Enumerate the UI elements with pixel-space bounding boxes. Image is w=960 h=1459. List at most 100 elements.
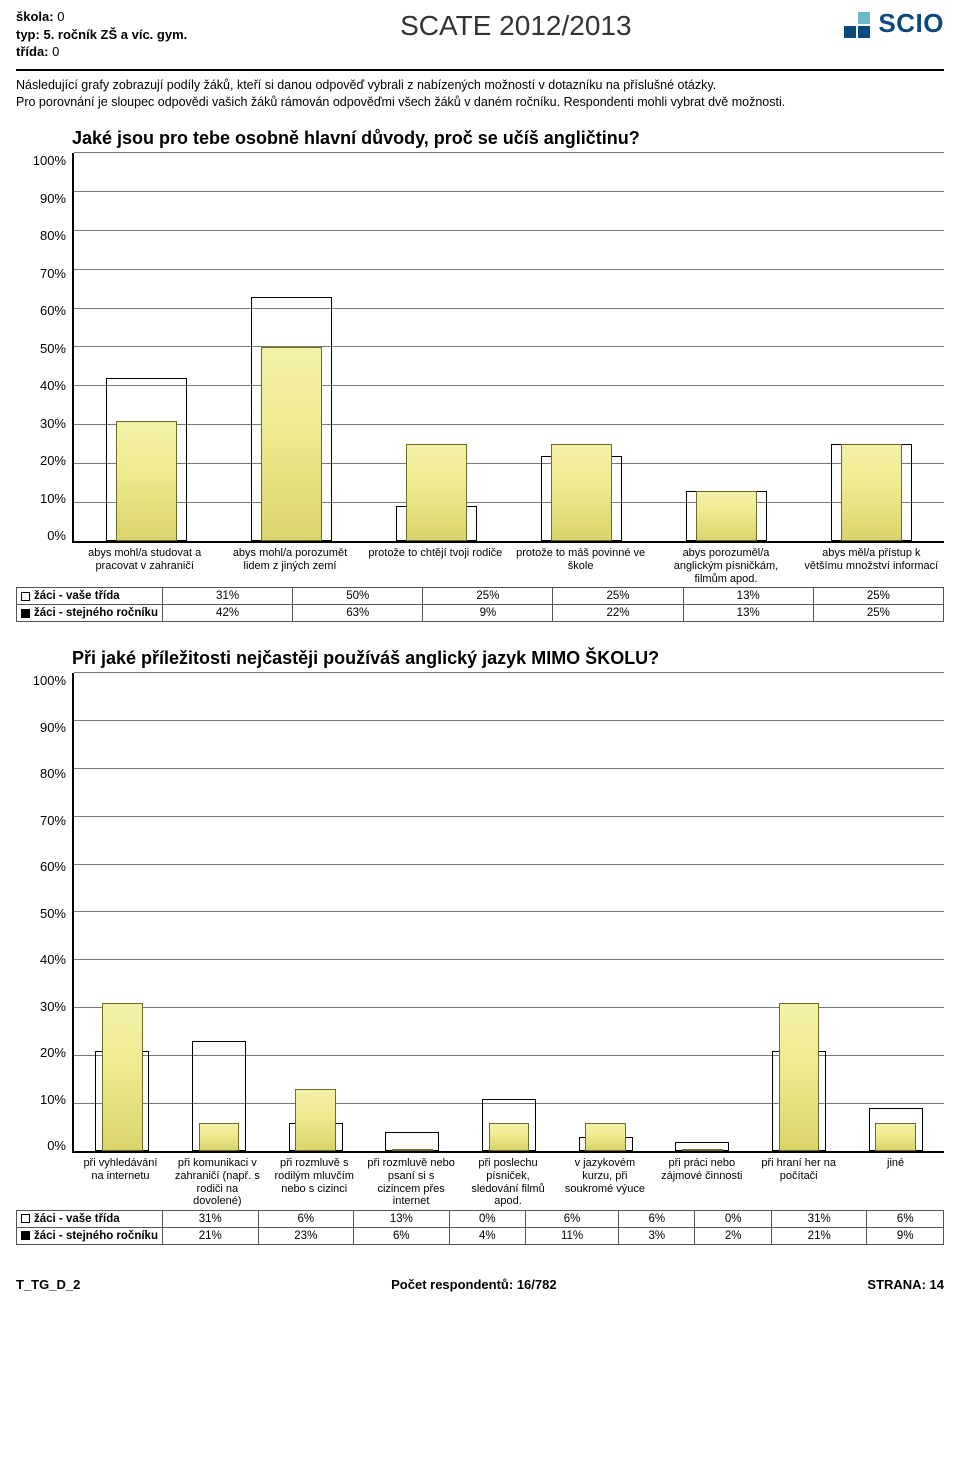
table-cell: 21% [162, 1227, 258, 1244]
xcat-label: při práci nebo zájmové činnosti [653, 1153, 750, 1210]
footer-left: T_TG_D_2 [16, 1277, 80, 1292]
ytick-label: 50% [16, 906, 66, 921]
intro-line-2: Pro porovnání je sloupec odpovědi vašich… [16, 94, 944, 111]
table-cell: 13% [683, 588, 813, 605]
xcat-label: protože to chtějí tvoji rodiče [363, 543, 508, 587]
table-cell: 6% [526, 1210, 619, 1227]
bar-group [171, 673, 268, 1151]
chart-2-table: žáci - vaše třída31%6%13%0%6%6%0%31%6%žá… [16, 1210, 944, 1245]
page-footer: T_TG_D_2 Počet respondentů: 16/782 STRAN… [0, 1263, 960, 1302]
bar-group [364, 673, 461, 1151]
ytick-label: 40% [16, 952, 66, 967]
table-cell: 21% [771, 1227, 867, 1244]
table-row: žáci - vaše třída31%50%25%25%13%25% [17, 588, 944, 605]
bar-group [557, 673, 654, 1151]
table-cell: 31% [162, 1210, 258, 1227]
bar-class [102, 1003, 143, 1151]
chart-1-xaxis: abys mohl/a studovat a pracovat v zahran… [72, 543, 944, 587]
ytick-label: 60% [16, 859, 66, 874]
header-rule [16, 69, 944, 71]
chart-1: Jaké jsou pro tebe osobně hlavní důvody,… [0, 120, 960, 640]
intro-text: Následující grafy zobrazují podíly žáků,… [0, 77, 960, 121]
xcat-label: při rozmluvě nebo psaní si s cizincem př… [363, 1153, 460, 1210]
ytick-label: 50% [16, 341, 66, 356]
xcat-label: protože to máš povinné ve škole [508, 543, 653, 587]
ytick-label: 30% [16, 416, 66, 431]
ytick-label: 80% [16, 228, 66, 243]
ytick-label: 60% [16, 303, 66, 318]
type-value: 5. ročník ZŠ a víc. gym. [43, 27, 187, 42]
school-value: 0 [57, 9, 64, 24]
table-row-header: žáci - vaše třída [17, 588, 163, 605]
bar-group [461, 673, 558, 1151]
scio-logo-text: SCIO [878, 8, 944, 39]
table-cell: 25% [423, 588, 553, 605]
xcat-label: jiné [847, 1153, 944, 1210]
xcat-label: abys porozuměl/a anglickým písničkám, fi… [653, 543, 798, 587]
chart-2-xaxis: při vyhledávání na internetupři komunika… [72, 1153, 944, 1210]
chart-1-yaxis: 100%90%80%70%60%50%40%30%20%10%0% [16, 153, 72, 543]
class-value: 0 [52, 44, 59, 59]
table-cell: 31% [771, 1210, 867, 1227]
xcat-label: při rozmluvě s rodilým mluvčím nebo s ci… [266, 1153, 363, 1210]
table-cell: 6% [354, 1227, 450, 1244]
table-cell: 9% [867, 1227, 944, 1244]
bar-group [847, 673, 944, 1151]
bar-group [219, 153, 364, 541]
chart-2: Při jaké příležitosti nejčastěji používá… [0, 640, 960, 1263]
table-cell: 22% [553, 605, 683, 622]
page-title: SCATE 2012/2013 [187, 8, 844, 42]
ytick-label: 30% [16, 999, 66, 1014]
table-cell: 6% [619, 1210, 695, 1227]
bar-group [751, 673, 848, 1151]
xcat-label: při komunikaci v zahraničí (např. s rodi… [169, 1153, 266, 1210]
xcat-label: abys mohl/a porozumět lidem z jiných zem… [217, 543, 362, 587]
chart-2-plot [72, 673, 944, 1153]
ytick-label: 70% [16, 813, 66, 828]
table-cell: 25% [553, 588, 683, 605]
page-header: škola: 0 typ: 5. ročník ZŠ a víc. gym. t… [0, 0, 960, 65]
ytick-label: 80% [16, 766, 66, 781]
bar-class [682, 1149, 723, 1151]
table-cell: 23% [258, 1227, 354, 1244]
table-row: žáci - vaše třída31%6%13%0%6%6%0%31%6% [17, 1210, 944, 1227]
bar-class [696, 491, 757, 541]
ytick-label: 100% [16, 673, 66, 688]
table-cell: 0% [695, 1210, 771, 1227]
ytick-label: 10% [16, 1092, 66, 1107]
bar-class [841, 444, 902, 541]
table-row-header: žáci - stejného ročníku [17, 605, 163, 622]
bar-class [261, 347, 322, 541]
table-cell: 6% [867, 1210, 944, 1227]
table-cell: 6% [258, 1210, 354, 1227]
footer-right: STRANA: 14 [867, 1277, 944, 1292]
bar-class [199, 1123, 240, 1152]
bar-class [406, 444, 467, 541]
ytick-label: 0% [16, 1138, 66, 1153]
xcat-label: při vyhledávání na internetu [72, 1153, 169, 1210]
chart-1-title: Jaké jsou pro tebe osobně hlavní důvody,… [16, 120, 944, 153]
table-cell: 13% [683, 605, 813, 622]
xcat-label: při poslechu písniček, sledování filmů a… [460, 1153, 557, 1210]
bar-group [654, 673, 751, 1151]
table-cell: 25% [813, 588, 943, 605]
class-label: třída: [16, 44, 49, 59]
bar-group [799, 153, 944, 541]
header-meta: škola: 0 typ: 5. ročník ZŠ a víc. gym. t… [16, 8, 187, 61]
table-cell: 63% [293, 605, 423, 622]
ytick-label: 90% [16, 720, 66, 735]
type-label: typ: [16, 27, 40, 42]
bar-group [267, 673, 364, 1151]
ytick-label: 70% [16, 266, 66, 281]
bar-class [489, 1123, 530, 1152]
xcat-label: v jazykovém kurzu, při soukromé výuce [556, 1153, 653, 1210]
ytick-label: 100% [16, 153, 66, 168]
scio-logo: SCIO [844, 8, 944, 39]
bar-class [779, 1003, 820, 1151]
table-cell: 2% [695, 1227, 771, 1244]
table-row: žáci - stejného ročníku21%23%6%4%11%3%2%… [17, 1227, 944, 1244]
table-cell: 4% [449, 1227, 525, 1244]
table-row-header: žáci - vaše třída [17, 1210, 163, 1227]
intro-line-1: Následující grafy zobrazují podíly žáků,… [16, 77, 944, 94]
chart-1-plot [72, 153, 944, 543]
